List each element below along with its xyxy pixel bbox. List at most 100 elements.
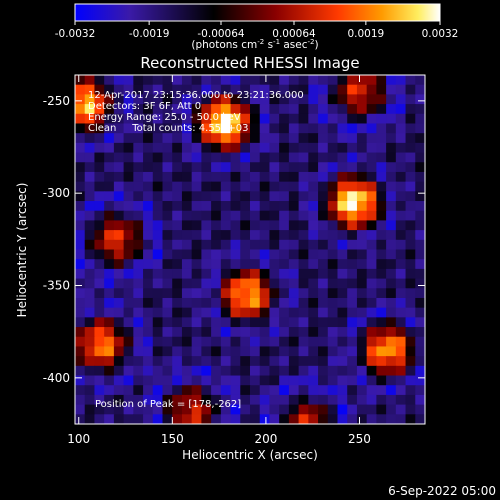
- heatmap-cell: [84, 162, 96, 173]
- heatmap-cell: [395, 278, 407, 289]
- heatmap-cell: [133, 307, 144, 318]
- heatmap-cell: [162, 181, 173, 192]
- heatmap-cell: [386, 75, 397, 86]
- heatmap-cell: [356, 75, 368, 86]
- heatmap-cell: [94, 278, 105, 289]
- heatmap-cell: [405, 385, 416, 396]
- heatmap-cell: [220, 123, 232, 134]
- heatmap-cell: [84, 239, 96, 251]
- units-part: asec: [280, 39, 308, 51]
- heatmap-cell: [152, 123, 164, 134]
- heatmap-cell: [308, 181, 319, 192]
- heatmap-cell: [298, 317, 309, 328]
- heatmap-cell: [191, 152, 202, 163]
- heatmap-cell: [123, 171, 134, 183]
- heatmap-cell: [113, 365, 125, 377]
- heatmap-cell: [279, 288, 290, 299]
- heatmap-cell: [220, 230, 232, 241]
- heatmap-cell: [298, 210, 309, 222]
- heatmap-cell: [181, 113, 193, 125]
- heatmap-cell: [386, 297, 397, 309]
- heatmap-cell: [405, 152, 416, 163]
- heatmap-cell: [94, 385, 105, 396]
- heatmap-cell: [133, 162, 144, 173]
- heatmap-cell: [201, 365, 212, 377]
- heatmap-cell: [386, 94, 397, 105]
- heatmap-cell: [240, 75, 251, 86]
- heatmap-cell: [152, 220, 164, 231]
- heatmap-cell: [220, 239, 232, 251]
- heatmap-cell: [113, 210, 125, 222]
- heatmap-cell: [181, 297, 193, 309]
- heatmap-cell: [259, 346, 271, 357]
- heatmap-cell: [308, 133, 319, 144]
- heatmap-cell: [347, 230, 358, 241]
- heatmap-cell: [405, 365, 416, 377]
- heatmap-cell: [181, 220, 193, 231]
- heatmap-cell: [250, 162, 261, 173]
- heatmap-cell: [318, 123, 329, 134]
- heatmap-cell: [123, 307, 134, 318]
- heatmap-cell: [240, 171, 251, 183]
- heatmap-cell: [298, 171, 309, 183]
- heatmap-cell: [347, 288, 358, 299]
- heatmap-cell: [201, 346, 212, 357]
- heatmap-cell: [386, 414, 397, 424]
- heatmap-cell: [279, 414, 290, 424]
- heatmap-cell: [162, 230, 173, 241]
- heatmap-cell: [113, 239, 125, 251]
- heatmap-cell: [113, 152, 125, 163]
- heatmap-cell: [230, 84, 241, 95]
- heatmap-cell: [230, 336, 241, 348]
- heatmap-cell: [152, 394, 164, 406]
- heatmap-cell: [84, 317, 96, 328]
- heatmap-cell: [172, 404, 183, 415]
- heatmap-cell: [298, 297, 309, 309]
- heatmap-cell: [259, 385, 271, 396]
- heatmap-cell: [220, 297, 232, 309]
- heatmap-cell: [123, 201, 134, 212]
- heatmap-cell: [104, 317, 115, 328]
- heatmap-cell: [376, 181, 387, 192]
- heatmap-cell: [172, 94, 183, 105]
- heatmap-cell: [337, 365, 348, 377]
- heatmap-cell: [123, 375, 134, 386]
- heatmap-cell: [240, 356, 251, 367]
- heatmap-cell: [259, 94, 271, 105]
- heatmap-cell: [269, 249, 280, 260]
- heatmap-cell: [288, 278, 300, 289]
- heatmap-cell: [172, 152, 183, 163]
- units-exp: -2: [257, 38, 264, 46]
- heatmap-cell: [211, 84, 222, 95]
- heatmap-cell: [181, 317, 193, 328]
- heatmap-cell: [143, 142, 154, 154]
- heatmap-cell: [279, 133, 290, 144]
- heatmap-cell: [250, 317, 261, 328]
- heatmap-cell: [220, 201, 232, 212]
- heatmap-cell: [201, 268, 212, 280]
- heatmap-cell: [269, 385, 280, 396]
- heatmap-cell: [250, 385, 261, 396]
- heatmap-cell: [84, 346, 96, 357]
- heatmap-cell: [211, 365, 222, 377]
- heatmap-cell: [386, 201, 397, 212]
- heatmap-cell: [415, 288, 425, 299]
- heatmap-cell: [288, 259, 300, 270]
- heatmap-cell: [211, 346, 222, 357]
- heatmap-cell: [405, 375, 416, 386]
- heatmap-cell: [211, 307, 222, 318]
- heatmap-cell: [152, 404, 164, 415]
- heatmap-cell: [181, 75, 193, 86]
- heatmap-cell: [84, 123, 96, 134]
- heatmap-cell: [279, 375, 290, 386]
- heatmap-cell: [162, 201, 173, 212]
- heatmap-cell: [143, 336, 154, 348]
- heatmap-cell: [191, 142, 202, 154]
- heatmap-cell: [347, 133, 358, 144]
- heatmap-cell: [415, 317, 425, 328]
- heatmap-cell: [84, 297, 96, 309]
- heatmap-cell: [308, 288, 319, 299]
- colorbar-tick-label: -0.0019: [129, 28, 170, 40]
- heatmap-cell: [172, 365, 183, 377]
- heatmap-cell: [220, 113, 232, 125]
